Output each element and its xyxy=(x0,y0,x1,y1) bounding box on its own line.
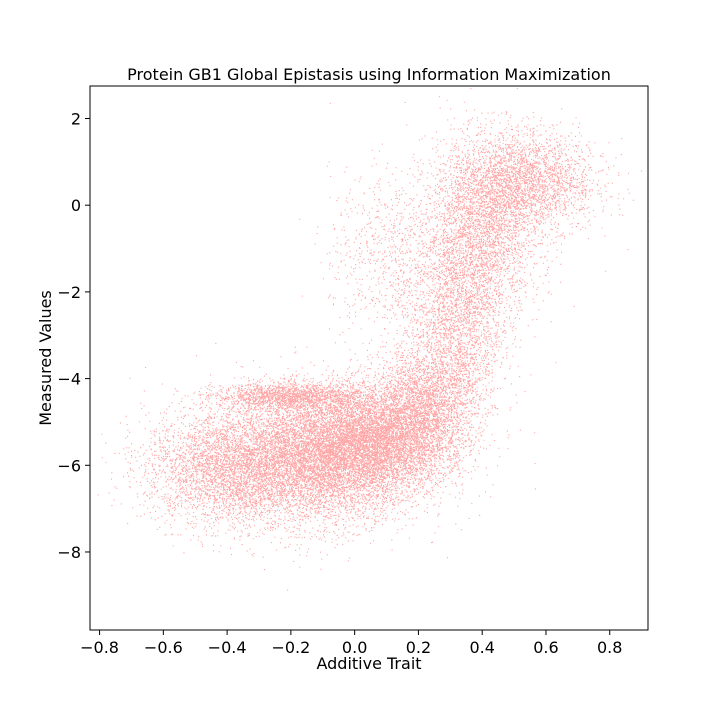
data-points xyxy=(97,88,649,591)
x-axis: −0.8 −0.6 −0.4 −0.2 0.0 0.2 0.4 0.6 0.8 xyxy=(80,630,622,657)
y-axis: −8 −6 −4 −2 0 2 xyxy=(57,110,90,562)
x-tick-label: 0.2 xyxy=(406,638,431,657)
x-tick-label: 0.8 xyxy=(597,638,622,657)
x-tick-label: −0.2 xyxy=(271,638,310,657)
x-axis-label: Additive Trait xyxy=(316,654,421,673)
y-tick-label: −8 xyxy=(57,543,81,562)
x-tick-label: −0.8 xyxy=(80,638,119,657)
x-tick-label: 0.0 xyxy=(342,638,367,657)
x-tick-label: 0.6 xyxy=(533,638,558,657)
chart-title: Protein GB1 Global Epistasis using Infor… xyxy=(127,65,611,84)
x-tick-label: −0.6 xyxy=(144,638,183,657)
y-tick-label: −4 xyxy=(57,370,81,389)
plot-frame xyxy=(89,85,649,631)
y-tick-label: −2 xyxy=(57,283,81,302)
x-tick-label: −0.4 xyxy=(208,638,247,657)
y-tick-label: −6 xyxy=(57,456,81,475)
x-tick-label: 0.4 xyxy=(469,638,494,657)
y-tick-label: 2 xyxy=(71,110,81,129)
y-tick-label: 0 xyxy=(71,196,81,215)
scatter-points xyxy=(97,88,649,591)
y-axis-label: Measured Values xyxy=(36,290,55,426)
